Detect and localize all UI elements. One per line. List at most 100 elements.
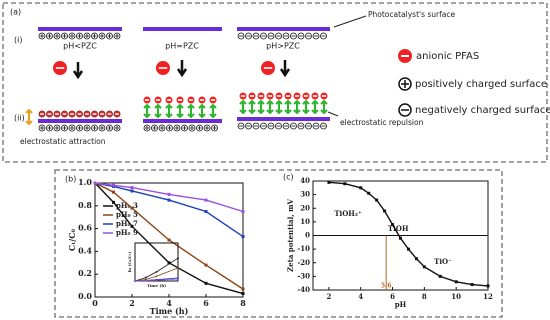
charge [68, 124, 76, 132]
data-point [134, 280, 136, 282]
pfas-minus [47, 113, 52, 115]
charge [211, 124, 218, 132]
charge [151, 124, 158, 132]
data-point [327, 180, 331, 184]
legend-plus-sign [401, 80, 409, 88]
y-tick-label: 0.4 [78, 245, 92, 255]
x-tick-label: 4 [358, 292, 363, 301]
charge [83, 32, 91, 40]
charge [275, 122, 282, 130]
pfas-minus [177, 99, 183, 101]
charge [320, 122, 327, 130]
x-axis-label: pH [395, 300, 407, 309]
charge [181, 124, 188, 132]
charge-sign [145, 126, 149, 130]
charge-sign [92, 34, 97, 38]
pfas-minus [107, 113, 112, 115]
legend-label: pH₀ 9 [116, 228, 138, 237]
panel-label: (a) [10, 8, 21, 17]
charge-sign [47, 126, 52, 130]
pfas-minus [55, 113, 59, 115]
data-point [375, 198, 379, 202]
data-point [112, 200, 115, 204]
legend-text: positively charged surface [415, 79, 547, 90]
charge-sign [107, 126, 112, 130]
series-line [134, 278, 179, 282]
pfas-minus [155, 99, 161, 101]
data-point [155, 279, 158, 282]
data-point [177, 266, 179, 269]
attraction-label: electrostatic attraction [20, 137, 106, 146]
arrow [279, 60, 291, 78]
pointer [333, 15, 367, 28]
x-tick-label: 0 [92, 298, 98, 308]
charge [68, 32, 76, 40]
data-point [406, 247, 410, 251]
charge [282, 122, 290, 130]
charge-sign [77, 34, 82, 38]
pfas-minus [249, 95, 255, 97]
repulsion-arrow [143, 103, 151, 119]
charge-sign [55, 34, 59, 38]
charge [237, 122, 245, 130]
legend-label: pH₀ 7 [116, 219, 138, 228]
charge [98, 32, 106, 40]
repulsion-arrow [154, 103, 162, 119]
data-point [241, 235, 245, 239]
pointer [327, 111, 339, 117]
charge [158, 124, 166, 132]
surface [237, 27, 330, 31]
repulsion-arrow [293, 99, 301, 115]
charge [282, 32, 290, 40]
series-line [134, 257, 179, 282]
data-point [454, 280, 458, 284]
pfas-minus [199, 99, 205, 101]
data-point [383, 209, 387, 213]
data-point [144, 279, 147, 282]
pfas-minus [303, 95, 309, 97]
data-point [167, 238, 171, 242]
charge [38, 124, 46, 132]
pfas-minus [240, 95, 246, 97]
charge-sign [70, 34, 74, 38]
charge [267, 122, 275, 130]
charge-sign [190, 126, 194, 130]
charge [106, 124, 113, 132]
charge [98, 124, 106, 132]
surface [38, 27, 122, 31]
charge-sign [62, 126, 67, 130]
series-line [94, 182, 244, 238]
y-tick-label: 40 [300, 176, 310, 185]
charge-sign [115, 126, 119, 130]
charge-sign [40, 34, 44, 38]
legend-minus [398, 103, 412, 117]
charge [203, 124, 211, 132]
legend-plus [398, 77, 412, 91]
charge [76, 124, 83, 132]
series-line [94, 182, 244, 295]
data-point [204, 210, 208, 213]
data-point [414, 257, 418, 261]
charge-sign [100, 126, 104, 130]
x-axis-label: Time (h) [150, 306, 189, 316]
surface [143, 27, 222, 31]
panel-label: (b) [65, 175, 76, 184]
charge-sign [70, 126, 74, 130]
charge [91, 32, 98, 40]
pfas-minus [267, 95, 273, 97]
pfas-minus [188, 99, 194, 101]
y-tick-label: 1.0 [78, 177, 92, 187]
data-point [359, 186, 363, 190]
data-point [241, 292, 245, 296]
charge [245, 32, 252, 40]
pfas-minus [294, 95, 300, 97]
data-point [241, 210, 245, 213]
y-axis-label: Cₜ/C₀ [67, 228, 77, 251]
row-label: (i) [14, 36, 22, 45]
charge [83, 124, 91, 132]
x-tick-label: 6 [203, 298, 209, 308]
pfas-minus [70, 113, 74, 115]
series-line [134, 267, 179, 282]
pfas-minus [210, 99, 216, 101]
x-tick-label: 10 [451, 292, 461, 301]
